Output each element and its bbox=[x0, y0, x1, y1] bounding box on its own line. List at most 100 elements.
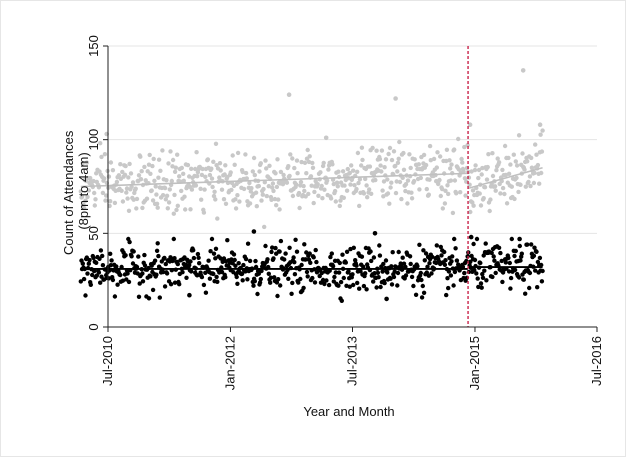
lower-point bbox=[278, 238, 284, 244]
lower-point bbox=[86, 261, 92, 266]
lower-point bbox=[439, 253, 444, 258]
upper-point bbox=[480, 165, 485, 171]
lower-point bbox=[391, 274, 397, 280]
upper-point bbox=[424, 186, 429, 192]
lower-point bbox=[270, 245, 275, 250]
lower-point bbox=[272, 275, 277, 280]
lower-point bbox=[341, 275, 346, 281]
upper-point bbox=[528, 183, 533, 189]
lower-point bbox=[377, 253, 383, 258]
lower-point bbox=[519, 251, 524, 256]
upper-point bbox=[470, 188, 476, 193]
upper-fit-line bbox=[80, 172, 468, 188]
lower-point bbox=[296, 280, 301, 285]
lower-point bbox=[529, 242, 534, 247]
upper-point bbox=[539, 149, 545, 154]
upper-point bbox=[213, 197, 218, 202]
lower-point bbox=[303, 257, 308, 262]
upper-point bbox=[421, 152, 427, 158]
upper-point bbox=[374, 148, 379, 153]
upper-point bbox=[123, 163, 128, 169]
upper-point bbox=[153, 184, 158, 189]
upper-point bbox=[382, 165, 387, 170]
upper-point bbox=[286, 164, 291, 169]
upper-point bbox=[210, 184, 215, 190]
upper-point bbox=[165, 206, 170, 211]
upper-point bbox=[253, 190, 259, 195]
lower-point bbox=[98, 280, 103, 285]
upper-point bbox=[381, 179, 387, 184]
upper-point bbox=[223, 163, 228, 168]
lower-point bbox=[232, 257, 237, 263]
upper-point bbox=[395, 169, 400, 174]
upper-point bbox=[251, 155, 257, 161]
lower-point bbox=[429, 254, 435, 259]
upper-point bbox=[509, 184, 514, 189]
lower-point-highlight bbox=[251, 229, 257, 234]
upper-point bbox=[179, 165, 184, 171]
lower-point bbox=[472, 257, 478, 263]
upper-point bbox=[200, 166, 205, 172]
lower-point bbox=[339, 298, 344, 303]
lower-point bbox=[422, 258, 427, 263]
upper-point bbox=[348, 182, 353, 187]
upper-point bbox=[484, 177, 490, 182]
upper-point bbox=[440, 186, 445, 192]
x-tick-label: Jul-2010 bbox=[100, 336, 115, 386]
lower-point bbox=[333, 270, 338, 275]
lower-point bbox=[385, 270, 390, 275]
lower-point bbox=[411, 283, 416, 289]
lower-point bbox=[450, 254, 455, 259]
upper-point bbox=[156, 175, 161, 180]
upper-point bbox=[452, 178, 458, 183]
upper-point bbox=[262, 224, 267, 230]
upper-point bbox=[199, 197, 204, 202]
lower-point bbox=[427, 261, 432, 266]
lower-point bbox=[382, 280, 387, 286]
lower-point bbox=[512, 253, 517, 259]
upper-point-highlight bbox=[393, 96, 398, 101]
upper-point bbox=[326, 167, 331, 172]
lower-point bbox=[211, 251, 217, 256]
y-tick-label: 50 bbox=[86, 226, 101, 240]
lower-point bbox=[344, 283, 349, 288]
lower-point bbox=[398, 261, 403, 266]
upper-point bbox=[273, 171, 278, 176]
upper-point bbox=[294, 182, 299, 187]
upper-point bbox=[397, 139, 402, 145]
upper-point bbox=[532, 170, 537, 176]
upper-point bbox=[307, 154, 312, 159]
upper-point bbox=[450, 210, 456, 216]
upper-point bbox=[347, 170, 352, 176]
upper-point bbox=[357, 177, 363, 182]
lower-point bbox=[482, 268, 487, 273]
upper-point bbox=[296, 190, 302, 196]
lower-point bbox=[265, 257, 270, 262]
lower-point bbox=[533, 268, 538, 273]
upper-point bbox=[130, 180, 136, 185]
upper-point bbox=[163, 197, 168, 202]
lower-point bbox=[100, 263, 106, 268]
lower-point bbox=[483, 241, 488, 246]
lower-point bbox=[451, 283, 456, 288]
upper-point bbox=[83, 198, 88, 203]
upper-point bbox=[148, 171, 153, 176]
lower-point bbox=[123, 253, 128, 258]
lower-point bbox=[268, 275, 274, 280]
upper-point bbox=[341, 195, 346, 200]
upper-point bbox=[158, 168, 163, 173]
lower-point-highlight bbox=[384, 296, 389, 302]
upper-point bbox=[448, 178, 454, 183]
upper-point bbox=[243, 170, 249, 176]
upper-point bbox=[479, 172, 484, 177]
lower-point bbox=[229, 257, 234, 262]
lower-point bbox=[247, 258, 253, 264]
upper-point bbox=[232, 162, 237, 167]
upper-point bbox=[473, 163, 478, 168]
upper-point bbox=[393, 190, 399, 196]
upper-point bbox=[427, 143, 433, 149]
upper-point bbox=[534, 152, 539, 157]
lower-point bbox=[364, 287, 369, 292]
lower-point bbox=[85, 271, 90, 276]
upper-point bbox=[223, 201, 229, 206]
